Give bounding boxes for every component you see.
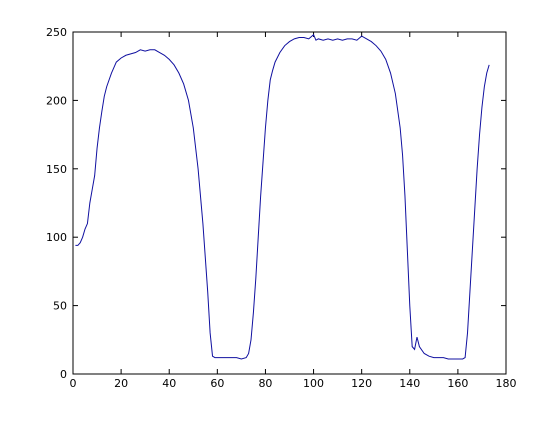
y-tick-label: 150 [46, 163, 67, 176]
axes-box [72, 31, 507, 375]
x-tick-label: 40 [162, 377, 176, 390]
y-tick-label: 250 [46, 26, 67, 39]
x-tick-label: 0 [70, 377, 77, 390]
y-tick-label: 200 [46, 94, 67, 107]
x-tick-label: 120 [351, 377, 372, 390]
y-tick-label: 100 [46, 231, 67, 244]
x-tick-label: 180 [496, 377, 517, 390]
x-tick-label: 100 [303, 377, 324, 390]
x-tick-label: 20 [114, 377, 128, 390]
x-tick-label: 160 [447, 377, 468, 390]
y-tick-label: 0 [60, 368, 67, 381]
y-tick-label: 50 [53, 300, 67, 313]
x-tick-label: 80 [258, 377, 272, 390]
x-tick-label: 140 [399, 377, 420, 390]
data-line [75, 33, 490, 360]
x-tick-label: 60 [210, 377, 224, 390]
